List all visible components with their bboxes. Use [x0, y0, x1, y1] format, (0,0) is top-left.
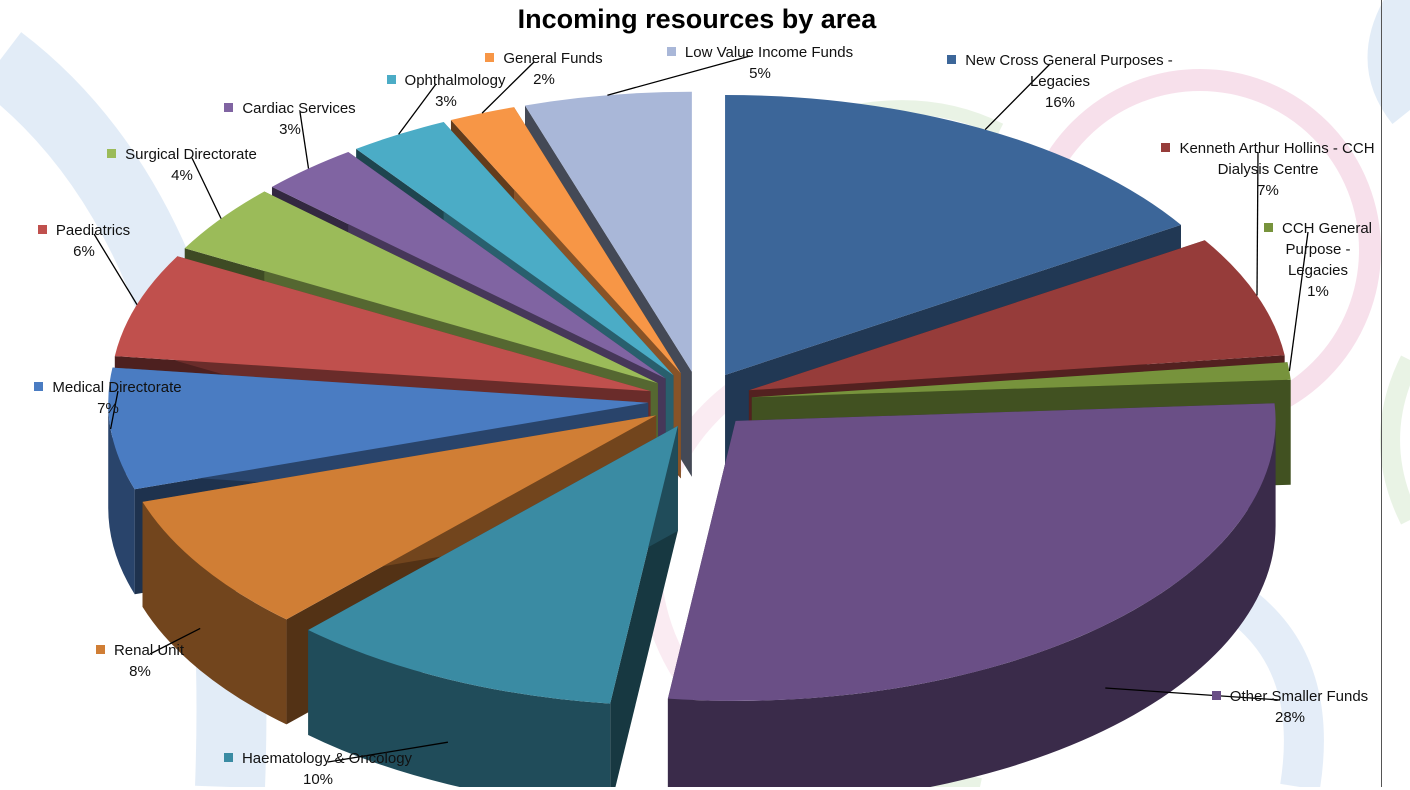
data-label-percent: 5%	[749, 65, 771, 82]
pie-slice-top	[667, 403, 1276, 701]
data-label-kenneth-arthur-hollins-cch-dialysis-centre: Kenneth Arthur Hollins - CCH Dialysis Ce…	[1153, 138, 1383, 201]
legend-key-swatch	[223, 753, 233, 762]
pie-slice-top	[524, 91, 692, 372]
pie-slice-other-smaller-funds	[667, 403, 1276, 787]
pie-slice-top	[356, 122, 674, 376]
data-label-general-funds: General Funds 2%	[469, 48, 619, 90]
data-label-percent: 3%	[279, 121, 301, 138]
leader-line-renal-unit	[149, 627, 201, 655]
data-label-name: Surgical Directorate	[125, 146, 257, 163]
leader-line-cardiac-services	[299, 111, 310, 169]
data-label-name: Ophthalmology	[404, 72, 506, 89]
data-label-percent: 7%	[97, 400, 119, 417]
leader-line-cch-general-purpose-legacies	[1288, 231, 1309, 372]
pie-slice-rim	[308, 629, 611, 787]
legend-key-swatch	[386, 75, 396, 84]
data-label-name: Renal Unit	[113, 642, 185, 659]
data-label-name: Kenneth Arthur Hollins - CCH Dialysis Ce…	[1179, 140, 1375, 178]
legend-key-swatch	[1211, 691, 1221, 700]
data-label-paediatrics: Paediatrics 6%	[24, 220, 144, 262]
leader-line-other-smaller-funds	[1105, 687, 1281, 701]
pie-slice-top	[114, 256, 651, 392]
legend-key-swatch	[107, 149, 117, 158]
legend-key-swatch	[666, 47, 676, 56]
leader-line-paediatrics	[93, 233, 138, 305]
pie-slice-top	[308, 425, 678, 704]
data-label-low-value-income-funds: Low Value Income Funds 5%	[645, 42, 875, 84]
data-label-name: Haematology & Oncology	[241, 750, 413, 767]
pie-slice-rim	[667, 420, 1276, 787]
data-label-percent: 4%	[171, 167, 193, 184]
data-label-name: CCH General Purpose - Legacies	[1281, 220, 1373, 279]
legend-key-swatch	[34, 382, 44, 391]
pie-slice-rim	[108, 402, 135, 595]
pie-slice-top	[450, 107, 681, 374]
data-label-percent: 3%	[435, 93, 457, 110]
pie-slice-top	[108, 367, 649, 490]
data-label-percent: 28%	[1274, 709, 1306, 726]
data-label-percent: 8%	[129, 663, 151, 680]
leader-line-medical-directorate	[109, 390, 119, 430]
data-label-renal-unit: Renal Unit 8%	[80, 640, 200, 682]
pie-slice-haematology-and-oncology	[308, 425, 678, 787]
legend-key-swatch	[1263, 223, 1273, 232]
data-label-percent: 1%	[1307, 283, 1329, 300]
leader-line-new-cross-general-purposes-legacies	[984, 63, 1051, 131]
legend-key-swatch	[947, 55, 957, 64]
data-label-other-smaller-funds: Other Smaller Funds 28%	[1195, 686, 1385, 728]
data-label-name: General Funds	[503, 50, 603, 67]
pie-slice-top	[184, 191, 658, 384]
leader-line-ophthalmology	[398, 83, 437, 135]
pie-slice-rim	[142, 501, 287, 725]
pie-slice-top	[725, 94, 1181, 375]
pie-slice-top	[748, 240, 1285, 391]
chart-title: Incoming resources by area	[517, 4, 877, 34]
data-label-cch-general-purpose-legacies: CCH General Purpose - Legacies 1%	[1263, 218, 1373, 302]
data-label-percent: 7%	[1257, 182, 1279, 199]
legend-key-swatch	[485, 53, 495, 62]
data-label-ophthalmology: Ophthalmology 3%	[361, 70, 531, 112]
data-label-surgical-directorate: Surgical Directorate 4%	[87, 144, 277, 186]
leader-line-surgical-directorate	[191, 157, 222, 219]
data-label-haematology-and-oncology: Haematology & Oncology 10%	[198, 748, 438, 790]
leader-line-haematology-and-oncology	[327, 741, 449, 763]
legend-key-swatch	[37, 225, 47, 234]
legend-key-swatch	[1161, 143, 1171, 152]
legend-key-swatch	[224, 103, 234, 112]
frame-border	[1381, 0, 1382, 787]
data-label-name: Cardiac Services	[242, 100, 356, 117]
leader-line-general-funds	[481, 61, 535, 114]
leader-line-kenneth-arthur-hollins-cch-dialysis-centre	[1256, 151, 1259, 296]
data-label-name: Medical Directorate	[52, 379, 182, 396]
data-label-percent: 2%	[533, 71, 555, 88]
data-label-name: Other Smaller Funds	[1229, 688, 1369, 705]
data-label-percent: 10%	[302, 771, 334, 788]
data-label-cardiac-services: Cardiac Services 3%	[205, 98, 375, 140]
data-label-name: Low Value Income Funds	[684, 44, 854, 61]
data-label-name: New Cross General Purposes - Legacies	[965, 52, 1173, 90]
data-label-new-cross-general-purposes-legacies: New Cross General Purposes - Legacies 16%	[935, 50, 1185, 113]
pie-slice-top	[142, 415, 657, 620]
data-label-name: Paediatrics	[55, 222, 131, 239]
data-label-medical-directorate: Medical Directorate 7%	[8, 377, 208, 419]
leader-line-low-value-income-funds	[607, 55, 751, 96]
pie-slice-top	[271, 152, 666, 379]
data-label-percent: 16%	[1044, 94, 1076, 111]
data-label-percent: 6%	[73, 243, 95, 260]
pie-slice-top	[751, 362, 1291, 398]
legend-key-swatch	[95, 645, 105, 654]
